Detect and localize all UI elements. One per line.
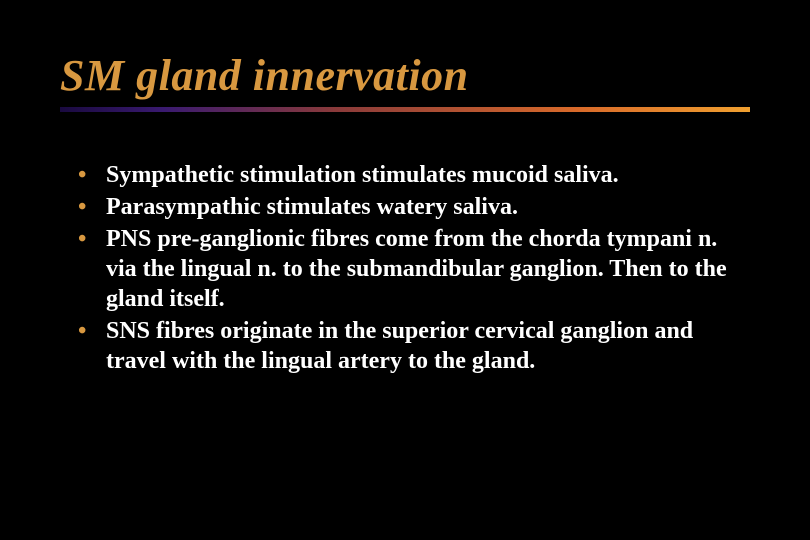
title-underline <box>60 107 750 112</box>
bullet-list: Sympathetic stimulation stimulates mucoi… <box>78 160 750 376</box>
list-item: Parasympathic stimulates watery saliva. <box>78 192 750 222</box>
list-item: PNS pre-ganglionic fibres come from the … <box>78 224 750 314</box>
list-item: SNS fibres originate in the superior cer… <box>78 316 750 376</box>
list-item: Sympathetic stimulation stimulates mucoi… <box>78 160 750 190</box>
slide-title: SM gland innervation <box>60 50 750 101</box>
slide: SM gland innervation Sympathetic stimula… <box>0 0 810 540</box>
